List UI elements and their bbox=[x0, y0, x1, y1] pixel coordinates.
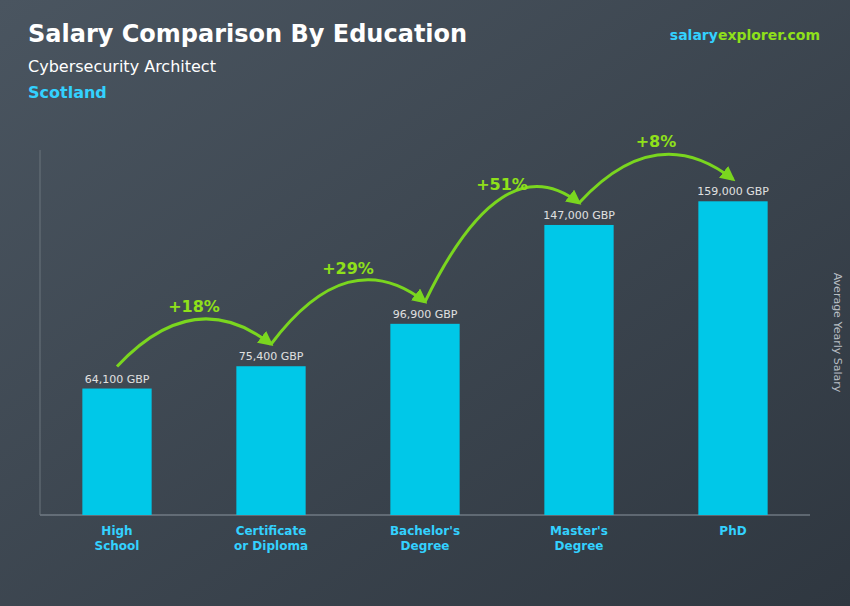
location: Scotland bbox=[28, 83, 107, 102]
change-arrow bbox=[425, 187, 579, 302]
data-label: 147,000 GBP bbox=[543, 209, 615, 222]
x-tick-label-line: Degree bbox=[555, 539, 604, 553]
y-axis-label: Average Yearly Salary bbox=[831, 273, 844, 393]
change-arrow bbox=[271, 280, 425, 345]
x-tick-label-line: Certificate bbox=[236, 524, 307, 538]
x-tick-label: PhD bbox=[719, 524, 746, 538]
bar bbox=[698, 201, 767, 515]
annotation: +18% bbox=[168, 297, 220, 316]
bars bbox=[82, 201, 767, 515]
background bbox=[0, 0, 850, 606]
x-tick-label-line: Master's bbox=[550, 524, 608, 538]
x-tick-label: HighSchool bbox=[95, 524, 140, 553]
x-tick-label-line: Bachelor's bbox=[390, 524, 460, 538]
x-tick-label: Bachelor'sDegree bbox=[390, 524, 460, 553]
y-axis-line bbox=[40, 150, 41, 515]
watermark-part: salary bbox=[670, 27, 718, 43]
bar bbox=[390, 324, 459, 515]
x-tick-label: Certificateor Diploma bbox=[234, 524, 308, 553]
annotation: +8% bbox=[636, 132, 677, 151]
data-label: 96,900 GBP bbox=[393, 308, 458, 321]
data-label: 64,100 GBP bbox=[85, 373, 150, 386]
x-tick-label-line: School bbox=[95, 539, 140, 553]
x-tick-label-line: or Diploma bbox=[234, 539, 308, 553]
x-tick-label-line: High bbox=[101, 524, 132, 538]
annotation: +29% bbox=[322, 259, 374, 278]
bar bbox=[236, 366, 305, 515]
data-label: 159,000 GBP bbox=[697, 185, 769, 198]
watermark-part: explorer bbox=[718, 27, 784, 43]
data-label: 75,400 GBP bbox=[239, 350, 304, 363]
watermark: salaryexplorer.com bbox=[670, 27, 820, 43]
watermark-part: .com bbox=[782, 27, 820, 43]
x-tick-label-line: PhD bbox=[719, 524, 746, 538]
x-tick-label-line: Degree bbox=[401, 539, 450, 553]
chart: Salary Comparison By Education Cybersecur… bbox=[0, 0, 850, 606]
title: Salary Comparison By Education bbox=[28, 20, 467, 48]
annotation: +51% bbox=[476, 175, 528, 194]
bar bbox=[82, 389, 151, 515]
bar bbox=[544, 225, 613, 515]
change-arrow bbox=[117, 319, 271, 367]
x-tick-label: Master'sDegree bbox=[550, 524, 608, 553]
subtitle: Cybersecurity Architect bbox=[28, 57, 216, 76]
change-arrow bbox=[579, 154, 733, 203]
